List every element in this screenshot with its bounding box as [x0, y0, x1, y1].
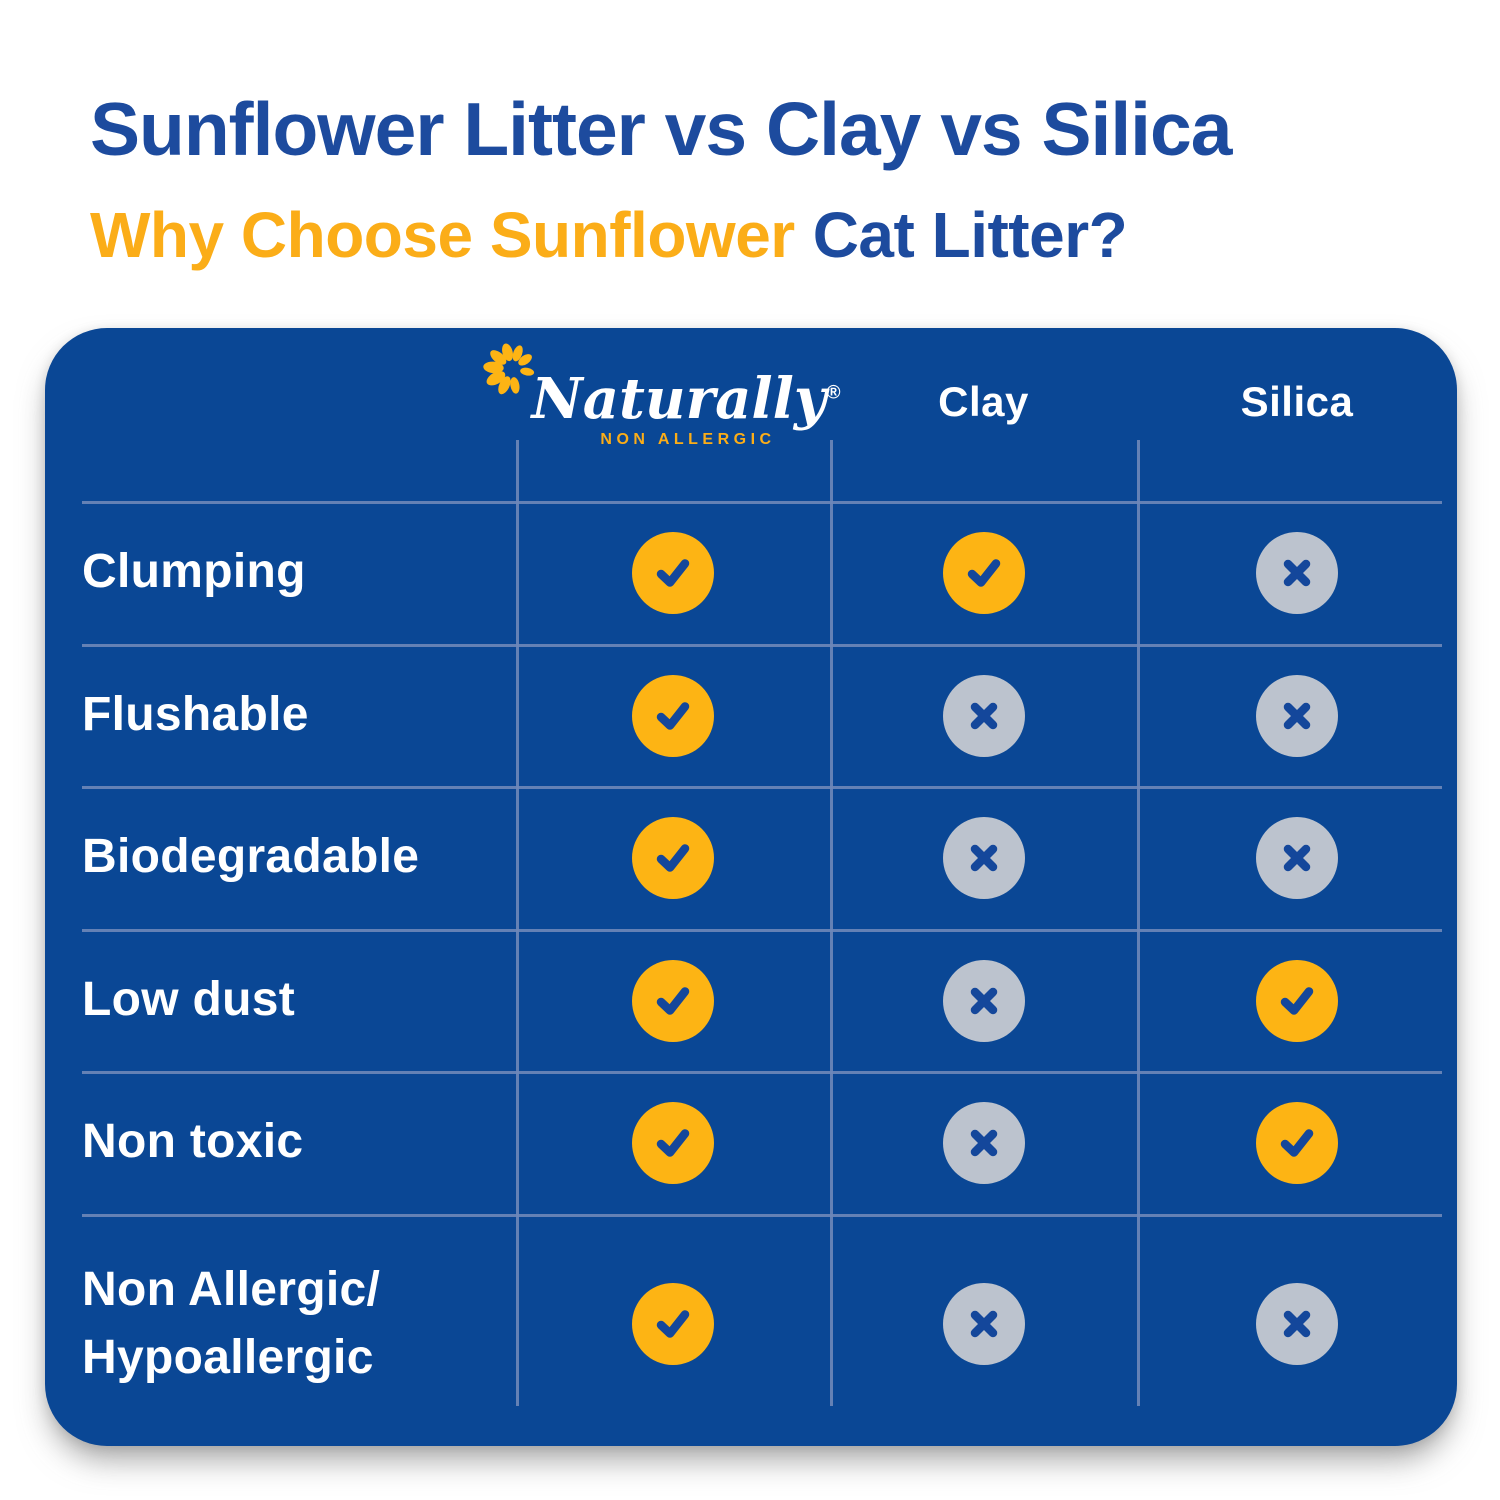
- subtitle-highlight: Why Choose Sunflower: [90, 199, 795, 271]
- page-title: Sunflower Litter vs Clay vs Silica: [90, 87, 1232, 171]
- table-cell: [1137, 674, 1457, 757]
- row-label: Clumping: [82, 545, 306, 599]
- brand-tagline: NON ALLERGIC: [600, 430, 776, 448]
- table-cell: [830, 1101, 1137, 1184]
- page-subtitle: Why Choose Sunflower Cat Litter?: [90, 198, 1128, 272]
- registered-mark: ®: [826, 381, 841, 403]
- check-icon: [632, 959, 714, 1042]
- x-icon: [942, 1101, 1025, 1184]
- table-row: Non Allergic/Hypoallergic: [45, 1214, 1457, 1434]
- subtitle-rest: Cat Litter?: [812, 199, 1128, 271]
- table-row: Flushable: [45, 644, 1457, 787]
- x-icon: [942, 674, 1025, 757]
- table-cell: [516, 674, 830, 757]
- row-divider: [82, 1214, 1442, 1217]
- check-icon: [632, 1101, 714, 1184]
- x-icon: [1256, 674, 1338, 757]
- table-cell: [516, 816, 830, 899]
- column-header-clay: Clay: [938, 377, 1029, 425]
- table-cell: [1137, 959, 1457, 1042]
- sunflower-icon: [480, 337, 544, 401]
- table-cell: [516, 1101, 830, 1184]
- table-cell: [1137, 816, 1457, 899]
- column-divider: [516, 440, 519, 1406]
- row-label: Biodegradable: [82, 830, 420, 884]
- row-label: Low dust: [82, 973, 296, 1027]
- check-icon: [942, 531, 1025, 614]
- x-icon: [942, 1283, 1025, 1365]
- x-icon: [1256, 1283, 1338, 1365]
- table-row: Low dust: [45, 929, 1457, 1072]
- table-cell: [830, 959, 1137, 1042]
- brand-logo: Naturally® NON ALLERGIC: [482, 343, 841, 459]
- table-cell: [830, 816, 1137, 899]
- table-cell: [1137, 1101, 1457, 1184]
- table-cell: [516, 959, 830, 1042]
- x-icon: [1256, 816, 1338, 899]
- row-divider: [82, 786, 1442, 789]
- check-icon: [632, 1283, 714, 1365]
- row-divider: [82, 501, 1442, 504]
- row-label: Non toxic: [82, 1115, 304, 1169]
- row-divider: [82, 929, 1442, 932]
- table-cell: [830, 531, 1137, 614]
- table-cell: [830, 674, 1137, 757]
- comparison-card: Naturally® NON ALLERGIC Clay Silica Clum…: [45, 328, 1457, 1446]
- x-icon: [1256, 531, 1338, 614]
- table-cell: [830, 1283, 1137, 1365]
- table-cell: [1137, 1283, 1457, 1365]
- table-row: Clumping: [45, 501, 1457, 644]
- x-icon: [942, 959, 1025, 1042]
- column-header-silica: Silica: [1240, 377, 1354, 425]
- table-cell: [516, 531, 830, 614]
- column-divider: [1137, 440, 1140, 1406]
- table-row: Non toxic: [45, 1071, 1457, 1214]
- brand-name: Naturally®: [531, 365, 841, 432]
- check-icon: [632, 674, 714, 757]
- table-header: Naturally® NON ALLERGIC Clay Silica: [45, 328, 1457, 501]
- check-icon: [632, 816, 714, 899]
- row-divider: [82, 1071, 1442, 1074]
- table-row: Biodegradable: [45, 786, 1457, 929]
- x-icon: [942, 816, 1025, 899]
- column-divider: [830, 440, 833, 1406]
- check-icon: [1256, 959, 1338, 1042]
- check-icon: [1256, 1101, 1338, 1184]
- row-label: Flushable: [82, 688, 309, 742]
- table-cell: [1137, 531, 1457, 614]
- table-cell: [516, 1283, 830, 1365]
- row-label: Non Allergic/Hypoallergic: [82, 1262, 381, 1384]
- row-divider: [82, 644, 1442, 647]
- check-icon: [632, 531, 714, 614]
